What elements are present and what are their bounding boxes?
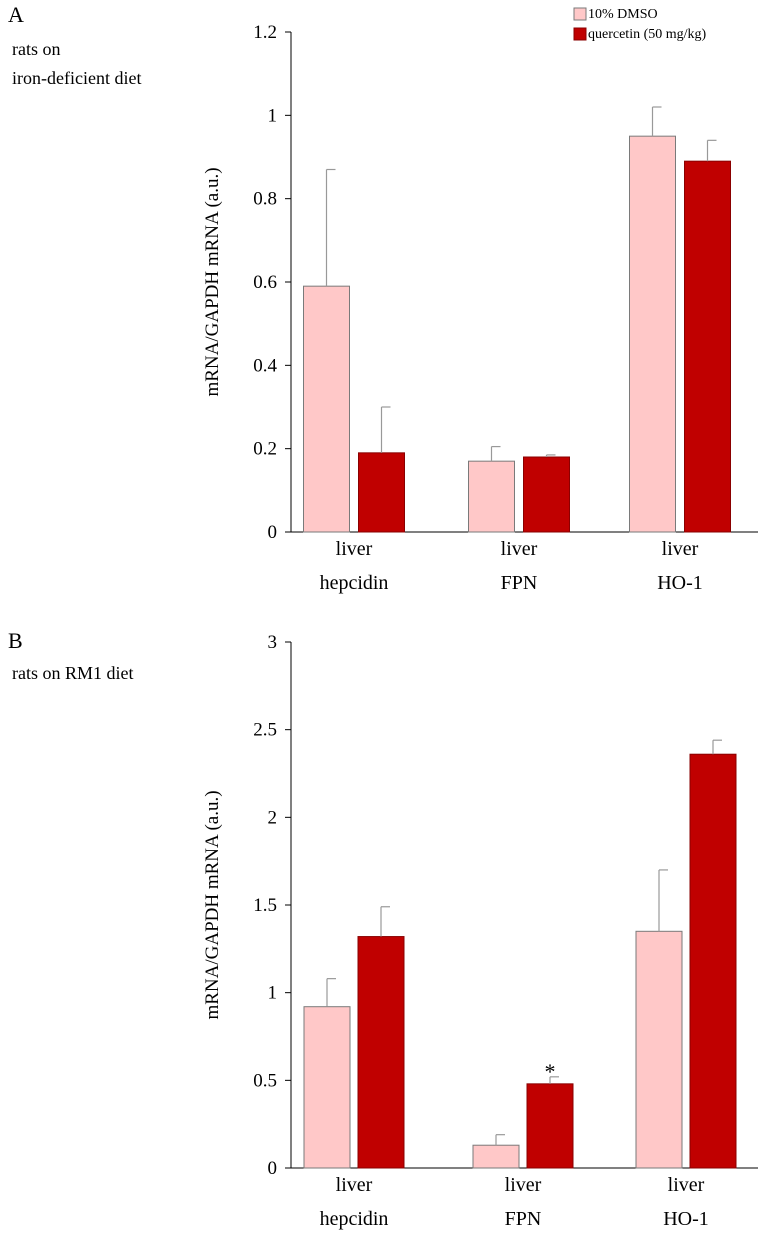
bar-dmso (303, 285, 350, 533)
x-category-label: hepcidin (320, 572, 389, 594)
x-category-label: liver (501, 538, 538, 560)
bar-dmso (629, 135, 676, 533)
x-category-label: liver (336, 1174, 373, 1196)
bar-quercetin (357, 936, 405, 1169)
y-tick-label: 0.2 (253, 439, 277, 460)
y-tick-label: 2 (268, 807, 278, 828)
panel-label: B (8, 628, 23, 653)
x-category-label: FPN (505, 1208, 542, 1230)
bar-dmso (472, 1144, 520, 1169)
x-category-label: HO-1 (657, 572, 703, 594)
bar-quercetin (526, 1083, 574, 1169)
bar-quercetin (358, 452, 405, 533)
bar-dmso (468, 460, 515, 533)
legend: 10% DMSO quercetin (50 mg/kg) (573, 7, 707, 42)
y-tick-label: 1 (268, 105, 278, 126)
x-category-label: liver (505, 1174, 542, 1196)
x-category-label: liver (336, 538, 373, 560)
panel-subtitle: rats on (12, 39, 61, 59)
y-tick-label: 1.2 (253, 22, 277, 43)
x-category-label: hepcidin (320, 1208, 389, 1230)
y-tick-label: 0.8 (253, 189, 277, 210)
panel-subtitle: rats on RM1 diet (12, 663, 134, 683)
bar-quercetin (523, 456, 570, 533)
y-tick-label: 3 (268, 632, 278, 653)
x-category-label: liver (668, 1174, 705, 1196)
y-tick-label: 1.5 (253, 895, 277, 916)
y-tick-label: 0.4 (253, 355, 277, 376)
y-tick-label: 2.5 (253, 720, 277, 741)
x-category-label: liver (662, 538, 699, 560)
panel-label: A (8, 2, 24, 27)
panel-subtitle: iron-deficient diet (12, 68, 141, 88)
significance-marker: * (545, 1059, 556, 1084)
y-tick-label: 0 (268, 1158, 278, 1179)
y-axis-title: mRNA/GAPDH mRNA (a.u.) (202, 790, 223, 1019)
bar-quercetin (684, 160, 731, 533)
x-category-label: HO-1 (663, 1208, 709, 1230)
y-tick-label: 0.6 (253, 272, 277, 293)
y-tick-label: 1 (268, 983, 278, 1004)
legend-label: quercetin (50 mg/kg) (588, 27, 707, 42)
bar-dmso (635, 930, 683, 1169)
x-category-label: FPN (501, 572, 538, 594)
bar-dmso (303, 1006, 351, 1169)
y-axis-title: mRNA/GAPDH mRNA (a.u.) (202, 167, 223, 396)
legend-swatch (573, 7, 587, 21)
legend-swatch (573, 27, 587, 41)
bar-quercetin (689, 753, 737, 1169)
y-tick-label: 0.5 (253, 1070, 277, 1091)
legend-label: 10% DMSO (588, 7, 658, 22)
y-tick-label: 0 (268, 522, 278, 543)
